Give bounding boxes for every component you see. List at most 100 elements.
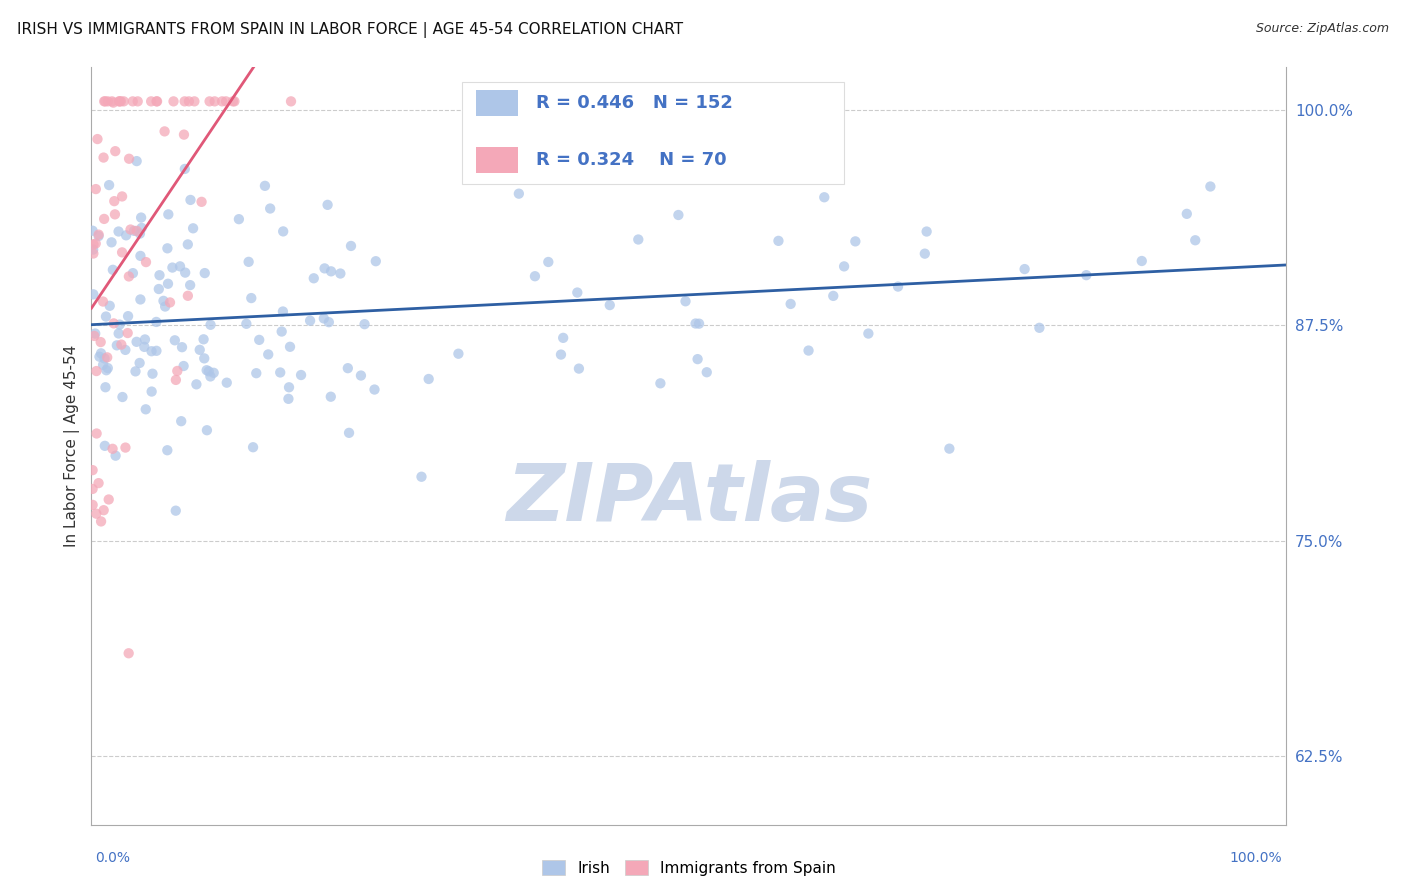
Point xyxy=(173,128,195,142)
Point xyxy=(1184,233,1206,247)
Point xyxy=(156,241,179,255)
Point xyxy=(302,271,325,285)
Point xyxy=(98,178,121,192)
Point xyxy=(247,333,270,347)
Text: 0.0%: 0.0% xyxy=(96,851,131,865)
Point xyxy=(112,95,135,109)
Point xyxy=(228,212,250,227)
Point xyxy=(195,423,218,437)
Point xyxy=(129,293,152,307)
Point xyxy=(107,326,129,341)
Point xyxy=(131,221,153,235)
Point xyxy=(280,95,302,109)
Point xyxy=(145,95,167,109)
Point xyxy=(1014,262,1036,277)
Point xyxy=(118,269,141,284)
Point xyxy=(156,443,179,458)
Point xyxy=(316,198,339,212)
Point xyxy=(103,194,125,209)
Y-axis label: In Labor Force | Age 45-54: In Labor Force | Age 45-54 xyxy=(65,345,80,547)
Point xyxy=(125,224,148,238)
Point xyxy=(224,95,246,109)
Point xyxy=(128,356,150,370)
Point xyxy=(93,351,115,366)
Point xyxy=(340,239,363,253)
Point xyxy=(915,225,938,239)
Point xyxy=(190,194,212,209)
Point xyxy=(153,124,176,138)
Point xyxy=(82,246,104,260)
Point xyxy=(82,482,104,496)
FancyBboxPatch shape xyxy=(477,89,517,116)
Point xyxy=(238,255,260,269)
Text: R = 0.446   N = 152: R = 0.446 N = 152 xyxy=(536,94,733,112)
Point xyxy=(121,95,143,109)
Point xyxy=(101,442,124,456)
Point xyxy=(120,222,142,236)
Point xyxy=(278,340,301,354)
Point xyxy=(197,364,219,378)
Point xyxy=(157,207,180,221)
Point xyxy=(508,186,530,201)
Point xyxy=(245,366,267,380)
Point xyxy=(82,498,104,512)
Point xyxy=(124,364,146,378)
Text: IRISH VS IMMIGRANTS FROM SPAIN IN LABOR FORCE | AGE 45-54 CORRELATION CHART: IRISH VS IMMIGRANTS FROM SPAIN IN LABOR … xyxy=(17,22,683,38)
Point xyxy=(96,363,118,377)
Point xyxy=(118,646,141,660)
Point xyxy=(270,325,292,339)
Point xyxy=(337,425,360,440)
Point xyxy=(125,334,148,349)
Point xyxy=(114,441,136,455)
Point xyxy=(90,515,112,529)
Point xyxy=(84,182,107,196)
Point xyxy=(129,227,152,241)
Point xyxy=(553,331,575,345)
Point xyxy=(240,291,263,305)
Point xyxy=(84,236,107,251)
Text: Source: ZipAtlas.com: Source: ZipAtlas.com xyxy=(1256,22,1389,36)
Point xyxy=(858,326,880,341)
Point xyxy=(122,224,145,238)
Point xyxy=(82,463,104,477)
Point xyxy=(183,95,205,109)
Point xyxy=(177,289,200,303)
Point xyxy=(418,372,440,386)
Point xyxy=(111,390,134,404)
Point xyxy=(242,440,264,454)
Point xyxy=(145,343,167,358)
Point xyxy=(87,476,110,491)
Point xyxy=(222,95,245,109)
Point xyxy=(797,343,820,358)
Point xyxy=(257,347,280,361)
Point xyxy=(165,504,187,518)
Point xyxy=(94,310,117,324)
Point xyxy=(91,294,114,309)
Point xyxy=(98,299,121,313)
Point xyxy=(148,282,170,296)
Point xyxy=(211,95,233,109)
Point xyxy=(146,95,169,109)
Point xyxy=(148,268,170,283)
Point xyxy=(97,95,120,109)
Point xyxy=(319,390,342,404)
Point xyxy=(938,442,960,456)
Point xyxy=(86,426,108,441)
Point xyxy=(215,376,238,390)
Point xyxy=(179,278,201,293)
Point xyxy=(101,262,124,277)
Point xyxy=(125,154,148,169)
Point xyxy=(152,293,174,308)
Point xyxy=(685,317,707,331)
Point xyxy=(162,95,184,109)
Point xyxy=(93,211,115,226)
Point xyxy=(173,161,195,176)
Point xyxy=(550,348,572,362)
Point xyxy=(259,202,281,216)
Point xyxy=(97,492,120,507)
Point xyxy=(1028,320,1050,334)
Point xyxy=(235,317,257,331)
Legend: Irish, Immigrants from Spain: Irish, Immigrants from Spain xyxy=(536,854,842,882)
Point xyxy=(169,260,191,274)
Point xyxy=(82,287,104,301)
